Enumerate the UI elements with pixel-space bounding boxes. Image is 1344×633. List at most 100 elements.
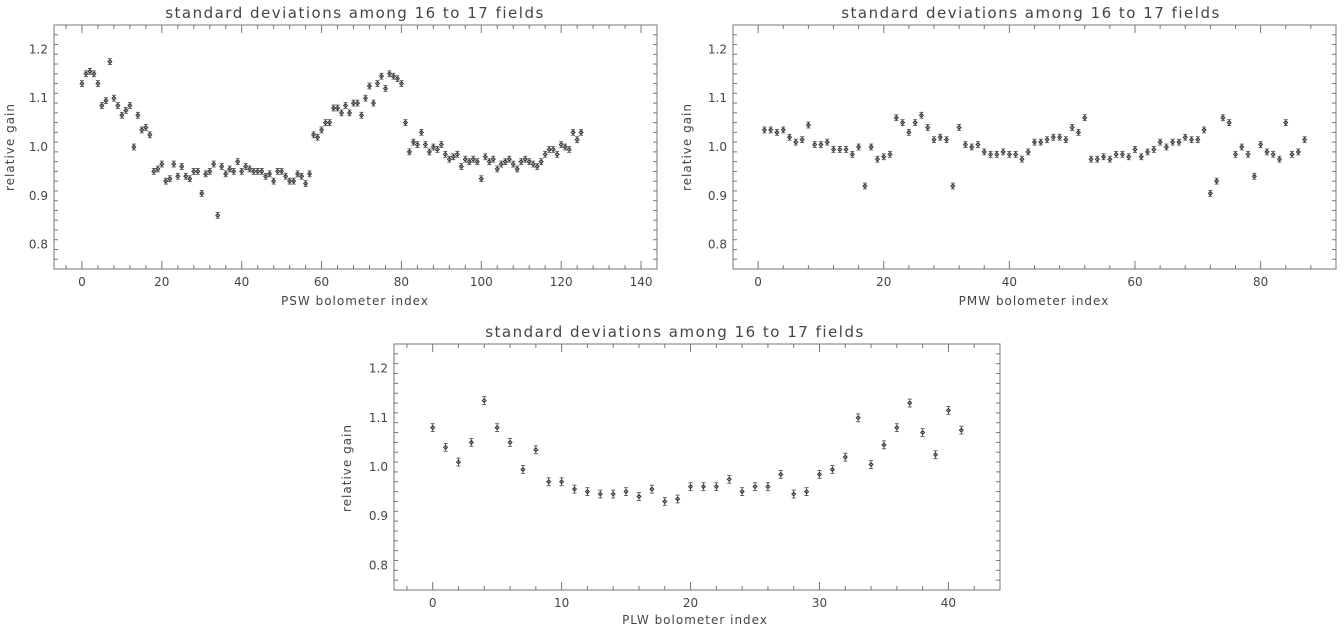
point-marker	[610, 491, 616, 497]
y-tick-label: 0.8	[708, 238, 727, 252]
data-point	[350, 99, 357, 107]
point-marker	[199, 190, 205, 196]
point-marker	[1100, 154, 1107, 160]
point-marker	[111, 95, 117, 101]
x-tick-labels: 0 10 20 30 40	[429, 596, 956, 610]
data-point	[143, 124, 149, 131]
x-tick-label: 20	[154, 275, 169, 289]
data-point	[203, 170, 209, 178]
data-point	[881, 440, 887, 450]
data-point	[119, 111, 125, 119]
y-axis-label: relative gain	[340, 424, 354, 512]
point-marker	[290, 178, 297, 184]
data-point	[739, 487, 745, 496]
point-marker	[438, 141, 444, 148]
data-point	[920, 428, 926, 437]
data-point	[167, 175, 173, 183]
point-marker	[183, 173, 189, 179]
data-point	[510, 160, 516, 168]
point-marker	[207, 168, 213, 175]
point-marker	[1094, 156, 1100, 162]
data-point	[298, 172, 305, 180]
point-marker	[752, 484, 758, 490]
point-marker	[91, 71, 97, 77]
data-point	[1276, 155, 1283, 163]
point-marker	[1182, 134, 1188, 140]
data-point	[207, 168, 213, 175]
data-point	[294, 170, 301, 178]
data-point	[1201, 126, 1207, 134]
point-marker	[426, 149, 432, 155]
data-point	[223, 170, 229, 178]
data-point	[418, 128, 424, 136]
point-marker	[1232, 151, 1239, 157]
x-axis-label: PLW bolometer index	[622, 613, 768, 627]
data-point	[786, 133, 793, 141]
point-marker	[454, 151, 460, 157]
data-point	[805, 121, 811, 129]
point-marker	[1226, 119, 1232, 126]
x-tick-label: 80	[1253, 275, 1268, 289]
data-point	[571, 484, 578, 494]
point-marker	[127, 102, 133, 109]
point-marker	[932, 452, 939, 458]
data-point	[159, 160, 165, 168]
data-point	[1050, 133, 1056, 141]
data-point	[91, 70, 97, 78]
data-point	[1132, 146, 1138, 153]
point-marker	[430, 144, 436, 150]
data-point	[1151, 146, 1157, 153]
data-point	[774, 128, 780, 136]
point-marker	[1207, 190, 1213, 196]
data-point	[812, 141, 818, 148]
point-marker	[95, 80, 101, 87]
point-marker	[390, 73, 397, 79]
point-marker	[322, 119, 329, 126]
point-marker	[713, 484, 719, 490]
data-point	[215, 211, 221, 219]
point-marker	[330, 105, 337, 111]
point-marker	[881, 442, 887, 448]
data-point	[855, 413, 861, 423]
data-point	[498, 160, 504, 168]
point-marker	[554, 151, 560, 157]
x-tick-label: 100	[470, 275, 493, 289]
data-point	[562, 143, 568, 151]
y-axis-label: relative gain	[3, 103, 17, 191]
data-point	[950, 182, 956, 190]
point-marker	[1013, 151, 1019, 157]
point-marker	[1000, 149, 1006, 155]
data-point	[799, 136, 805, 144]
point-marker	[1069, 124, 1075, 131]
data-point	[534, 163, 540, 170]
data-point	[454, 150, 460, 158]
data-point	[862, 182, 868, 190]
point-marker	[534, 163, 540, 170]
point-marker	[1151, 146, 1157, 153]
data-point	[127, 102, 133, 109]
point-marker	[502, 159, 508, 165]
data-point	[378, 72, 385, 80]
data-point	[761, 126, 768, 134]
point-marker	[1157, 139, 1163, 145]
data-point	[219, 163, 225, 170]
data-point	[623, 487, 629, 496]
point-marker	[522, 156, 528, 162]
point-marker	[856, 144, 862, 150]
point-marker	[636, 493, 642, 500]
data-point	[382, 85, 389, 92]
data-point	[662, 497, 668, 506]
point-marker	[765, 484, 771, 490]
point-marker	[167, 176, 173, 182]
data-point	[981, 148, 987, 156]
x-tick-label: 20	[876, 275, 891, 289]
point-marker	[687, 484, 694, 490]
data-point	[191, 168, 197, 175]
x-tick-label: 60	[314, 275, 329, 289]
point-marker	[342, 102, 349, 109]
point-marker	[1276, 156, 1283, 162]
point-marker	[494, 425, 500, 431]
y-tick-label: 1.1	[29, 91, 48, 105]
data-point	[283, 172, 289, 180]
data-point	[330, 104, 337, 112]
